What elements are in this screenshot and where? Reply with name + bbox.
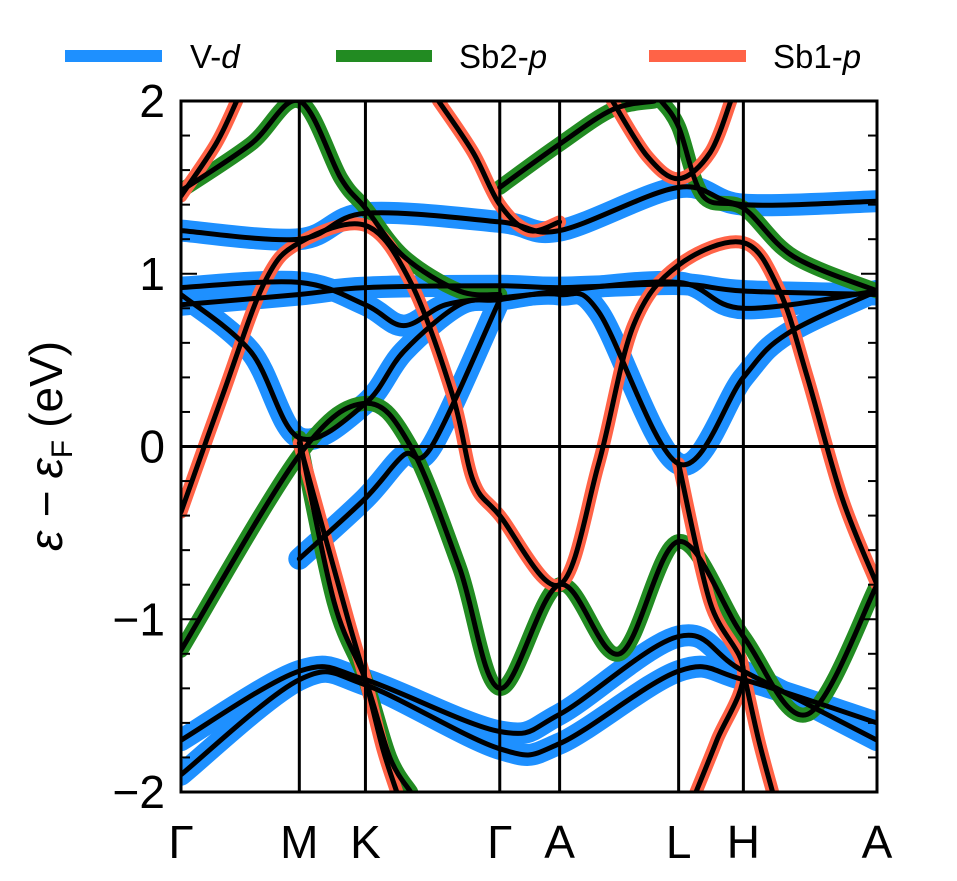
legend-label-v-d: V-d [190,38,241,75]
legend-label-sb2-p: Sb2-p [459,38,547,75]
band-line-7 [181,101,503,298]
k-point-label-3: Γ [487,816,512,868]
y-tick-label-4: 2 [139,75,165,127]
y-axis-label: ε − εF(eV) [20,341,79,551]
legend-entry-sb1-p: Sb1-p [649,38,861,75]
k-point-label-0: Γ [168,816,193,868]
k-point-label-1: M [280,816,318,868]
legend-entry-sb2-p: Sb2-p [336,38,547,75]
legend: V-d Sb2-p Sb1-p [65,38,861,75]
band-line-10 [497,101,657,190]
k-point-label-2: K [350,816,381,868]
y-tick-label-0: −2 [113,766,165,818]
band-line-16 [296,440,400,792]
k-point-label-5: L [666,816,692,868]
band-line-2 [181,279,877,442]
k-point-label-6: H [727,816,760,868]
band-line-12 [181,221,877,588]
y-tick-label-1: −1 [113,593,165,645]
band-line-17 [740,668,776,792]
legend-label-sb1-p: Sb1-p [773,38,861,75]
k-point-label-7: A [862,816,893,868]
band-line-18 [676,461,746,792]
band-line-13 [181,101,240,199]
plot-frame [179,99,879,794]
k-point-label-4: A [544,816,575,868]
band-line-8 [181,400,877,718]
y-tick-labels: −2 −1 0 1 2 [113,75,165,818]
band-line-6 [296,297,503,562]
y-tick-label-2: 0 [139,421,165,473]
legend-entry-v-d: V-d [65,38,241,75]
y-tick-label-3: 1 [139,248,165,300]
